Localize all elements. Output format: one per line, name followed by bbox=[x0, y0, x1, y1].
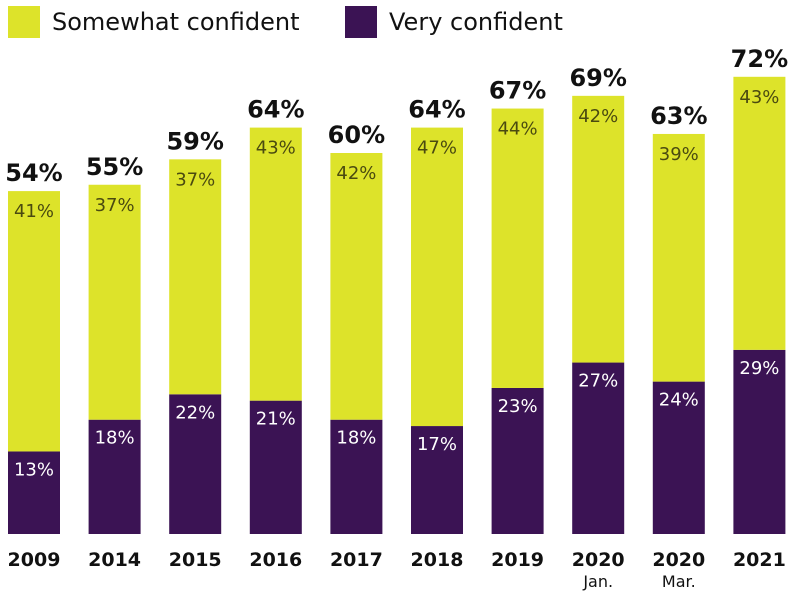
bar-segment-very-confident bbox=[8, 451, 60, 534]
bar-segment-somewhat-confident bbox=[249, 127, 302, 401]
x-tick-label: 2018 bbox=[411, 549, 464, 571]
x-tick-sublabel: Jan. bbox=[582, 572, 613, 591]
bar-label-very-confident: 18% bbox=[336, 428, 376, 449]
bar-segment-very-confident bbox=[491, 387, 544, 534]
bar-label-somewhat-confident: 42% bbox=[336, 163, 376, 184]
legend-swatch-very-confident bbox=[345, 6, 377, 38]
bar-segment-very-confident bbox=[249, 400, 302, 534]
bar-segment-somewhat-confident bbox=[572, 95, 625, 363]
bar-label-very-confident: 21% bbox=[256, 409, 296, 430]
bar-label-somewhat-confident: 37% bbox=[95, 195, 135, 216]
x-tick-label: 2021 bbox=[733, 549, 786, 571]
bar-segment-very-confident bbox=[652, 381, 705, 534]
x-tick-label: 2009 bbox=[8, 549, 61, 571]
bar-segment-very-confident bbox=[411, 426, 463, 534]
bar-total-label: 63% bbox=[650, 102, 707, 130]
x-tick-label: 2015 bbox=[169, 549, 222, 571]
bar-total-label: 64% bbox=[247, 96, 304, 124]
bar-total-label: 67% bbox=[489, 77, 546, 105]
bar-label-somewhat-confident: 44% bbox=[498, 119, 538, 140]
bar-segment-very-confident bbox=[572, 362, 625, 534]
bar-label-very-confident: 18% bbox=[95, 428, 135, 449]
x-tick-label: 2020 bbox=[572, 549, 625, 571]
x-tick-label: 2014 bbox=[88, 549, 141, 571]
bar-total-label: 64% bbox=[408, 96, 465, 124]
bar-total-label: 69% bbox=[569, 64, 626, 92]
legend-swatch-somewhat-confident bbox=[8, 6, 40, 38]
bar-label-very-confident: 22% bbox=[175, 402, 215, 423]
bar-segment-somewhat-confident bbox=[411, 127, 463, 427]
bar-total-label: 55% bbox=[86, 153, 143, 181]
bar-segment-somewhat-confident bbox=[733, 76, 786, 350]
x-tick-label: 2017 bbox=[330, 549, 383, 571]
bar-label-somewhat-confident: 39% bbox=[659, 144, 699, 165]
legend-label-very-confident: Very confident bbox=[389, 8, 563, 36]
bar-segment-very-confident bbox=[88, 419, 141, 534]
bar-segment-somewhat-confident bbox=[330, 153, 383, 420]
x-tick-label: 2019 bbox=[491, 549, 544, 571]
x-tick-sublabel: Mar. bbox=[662, 572, 696, 591]
bar-segment-somewhat-confident bbox=[88, 184, 141, 420]
bar-total-label: 60% bbox=[328, 121, 385, 149]
bar-segment-somewhat-confident bbox=[491, 108, 544, 388]
bar-label-somewhat-confident: 41% bbox=[14, 201, 54, 222]
bar-label-somewhat-confident: 43% bbox=[256, 138, 296, 159]
bar-label-very-confident: 24% bbox=[659, 390, 699, 411]
bar-segment-somewhat-confident bbox=[8, 191, 60, 452]
bar-segment-somewhat-confident bbox=[652, 133, 705, 382]
bar-segment-very-confident bbox=[169, 394, 222, 534]
bar-label-somewhat-confident: 47% bbox=[417, 138, 457, 159]
bar-total-label: 72% bbox=[731, 45, 788, 73]
bar-total-label: 59% bbox=[166, 127, 223, 155]
bar-label-somewhat-confident: 42% bbox=[578, 106, 618, 127]
bar-total-label: 54% bbox=[5, 159, 62, 187]
bar-segment-very-confident bbox=[733, 349, 786, 534]
bar-label-very-confident: 27% bbox=[578, 371, 618, 392]
bar-segment-very-confident bbox=[330, 419, 383, 534]
bar-segment-somewhat-confident bbox=[169, 159, 222, 395]
x-tick-label: 2020 bbox=[652, 549, 705, 571]
bar-label-very-confident: 13% bbox=[14, 459, 54, 480]
bar-label-very-confident: 17% bbox=[417, 434, 457, 455]
bar-label-very-confident: 29% bbox=[739, 358, 779, 379]
bar-label-somewhat-confident: 37% bbox=[175, 169, 215, 190]
legend-label-somewhat-confident: Somewhat confident bbox=[52, 8, 300, 36]
bar-label-very-confident: 23% bbox=[498, 396, 538, 417]
bar-label-somewhat-confident: 43% bbox=[739, 87, 779, 108]
x-tick-label: 2016 bbox=[249, 549, 302, 571]
